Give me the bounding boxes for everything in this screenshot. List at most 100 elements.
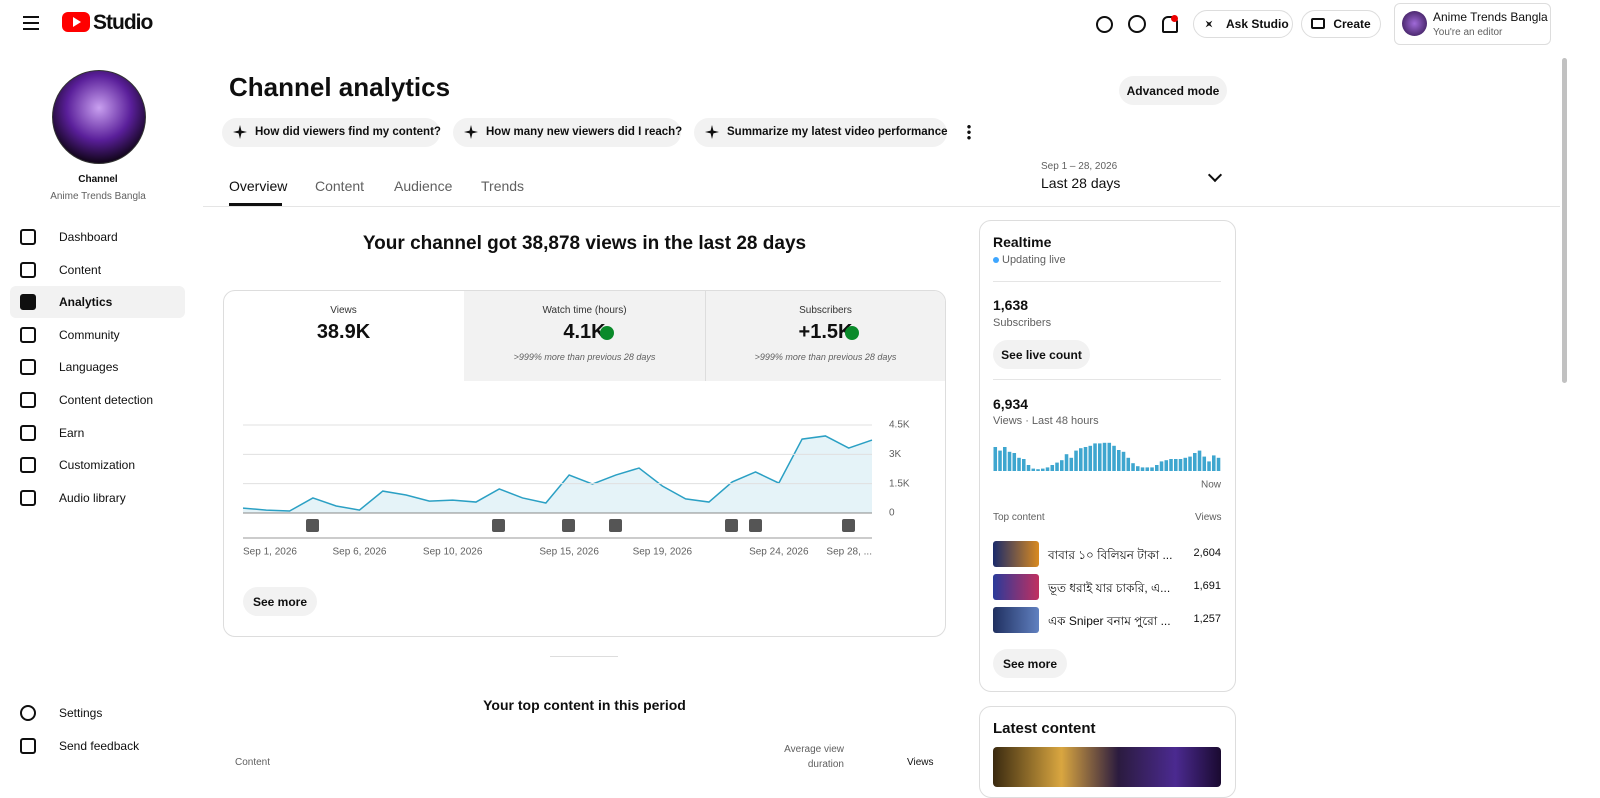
views-column-label: Views — [1195, 512, 1222, 523]
content-views: 1,257 — [1193, 613, 1221, 625]
thumbnail[interactable] — [993, 541, 1039, 567]
account-box[interactable] — [1394, 3, 1551, 45]
nav-item[interactable]: Content — [59, 262, 102, 277]
menu-icon[interactable] — [23, 16, 39, 30]
nav-active-bg — [10, 286, 185, 318]
tab[interactable]: Content — [315, 178, 365, 194]
prompt-label: How many new viewers did I reach? — [486, 126, 683, 138]
live-dot — [993, 257, 999, 263]
top-content-title: Your top content in this period — [483, 697, 686, 713]
create-button[interactable]: Create — [1301, 10, 1381, 38]
divider — [993, 379, 1221, 380]
content-title[interactable]: বাবার ১০ বিলিয়ন টাকা ... — [1048, 548, 1173, 562]
tab[interactable]: Overview — [229, 178, 288, 194]
nav-item[interactable]: Dashboard — [59, 230, 118, 244]
realtime-status: Updating live — [1002, 254, 1066, 266]
notifications-icon[interactable] — [1162, 16, 1178, 33]
nav-icon — [20, 392, 36, 408]
nav-item[interactable]: Audio library — [59, 490, 126, 505]
channel-name: Anime Trends Bangla — [50, 191, 146, 202]
content-title[interactable]: এক Sniper বনাম পুরো ... — [1048, 614, 1171, 628]
create-icon — [1311, 18, 1325, 29]
scrollbar[interactable] — [1562, 58, 1567, 383]
page-title: Channel analytics — [229, 72, 451, 102]
account-name: Anime Trends Bangla — [1433, 10, 1548, 24]
content-title[interactable]: ভূত ধরাই যার চাকরি, এ... — [1048, 581, 1171, 595]
prompt-chip[interactable] — [453, 118, 681, 147]
content-views: 2,604 — [1193, 547, 1221, 559]
top-content-label: Top content — [993, 512, 1045, 523]
nav-icon — [20, 326, 36, 343]
divider — [993, 281, 1221, 282]
account-role: You're an editor — [1433, 27, 1503, 38]
subscribers-count: 1,638 — [993, 297, 1029, 313]
dropdown-icon[interactable] — [1207, 167, 1223, 183]
latest-thumbnail[interactable] — [993, 747, 1221, 787]
channel-label: Channel — [78, 174, 118, 185]
date-range: Sep 1 – 28, 2026 — [1041, 161, 1118, 172]
nav-icon — [20, 489, 36, 506]
see-more-button[interactable]: See more — [243, 587, 317, 616]
more-icon[interactable] — [967, 124, 971, 140]
advanced-mode-button[interactable]: Advanced mode — [1119, 76, 1227, 105]
prompt-label: How did viewers find my content? — [255, 126, 441, 138]
nav-item[interactable]: Earn — [59, 425, 85, 440]
nav-icon — [20, 229, 36, 245]
prompt-chip[interactable] — [222, 118, 440, 147]
tab-underline — [229, 203, 282, 206]
metric-label: Views — [330, 305, 357, 316]
see-live-count-button[interactable]: See live count — [993, 340, 1090, 369]
realtime-card — [979, 220, 1236, 692]
metrics-card — [223, 290, 946, 637]
feedback-icon — [20, 738, 36, 754]
headline: Your channel got 38,878 views in the las… — [362, 233, 807, 254]
realtime-see-more-button[interactable]: See more — [993, 649, 1067, 678]
tab[interactable]: Audience — [394, 178, 453, 194]
channel-avatar[interactable] — [52, 70, 146, 164]
search-icon[interactable] — [1096, 16, 1113, 33]
views-count: 6,934 — [993, 396, 1029, 412]
thumbnail[interactable] — [993, 607, 1039, 633]
metric-value: +1.5K — [798, 321, 853, 343]
content-views: 1,691 — [1193, 580, 1221, 592]
nav-item[interactable]: Community — [59, 327, 120, 342]
metric-note: >999% more than previous 28 days — [513, 352, 656, 362]
metric-label: Subscribers — [799, 305, 852, 316]
prompt-chip[interactable] — [694, 118, 947, 147]
views-label: Views · Last 48 hours — [993, 415, 1099, 427]
studio-label: Studio — [93, 11, 153, 34]
nav-item[interactable]: Content detection — [59, 393, 154, 407]
table-header-content: Content — [235, 757, 271, 768]
settings-icon — [20, 705, 36, 721]
metric-label: Watch time (hours) — [542, 305, 627, 316]
ask-studio-label: Ask Studio — [1226, 17, 1289, 31]
help-icon[interactable] — [1128, 15, 1146, 33]
period-selector[interactable]: Last 28 days — [1041, 175, 1121, 191]
table-header-duration: Average view duration — [784, 744, 844, 770]
nav-icon — [20, 359, 36, 376]
realtime-title: Realtime — [993, 234, 1052, 250]
logo[interactable] — [62, 12, 90, 32]
nav-item[interactable]: Languages — [59, 360, 119, 375]
tabs-divider — [203, 206, 1560, 207]
metric-value: 38.9K — [316, 321, 371, 343]
tab[interactable]: Trends — [481, 178, 525, 194]
subscribers-label: Subscribers — [993, 317, 1052, 329]
metric-value: 4.1K — [563, 321, 606, 343]
nav-item[interactable]: Analytics — [59, 295, 113, 310]
nav-feedback[interactable]: Send feedback — [59, 739, 140, 753]
nav-settings[interactable]: Settings — [59, 706, 103, 720]
nav-item[interactable]: Customization — [59, 458, 136, 473]
nav-icon — [20, 261, 36, 278]
nav-icon — [20, 457, 36, 474]
prompt-label: Summarize my latest video performance — [727, 126, 948, 138]
latest-title: Latest content — [993, 720, 1096, 737]
nav-icon — [20, 294, 36, 311]
metric-note: >999% more than previous 28 days — [754, 352, 897, 362]
create-label: Create — [1333, 17, 1371, 31]
account-avatar — [1402, 11, 1427, 36]
section-divider — [550, 656, 618, 657]
thumbnail[interactable] — [993, 574, 1039, 600]
nav-icon — [20, 424, 36, 441]
